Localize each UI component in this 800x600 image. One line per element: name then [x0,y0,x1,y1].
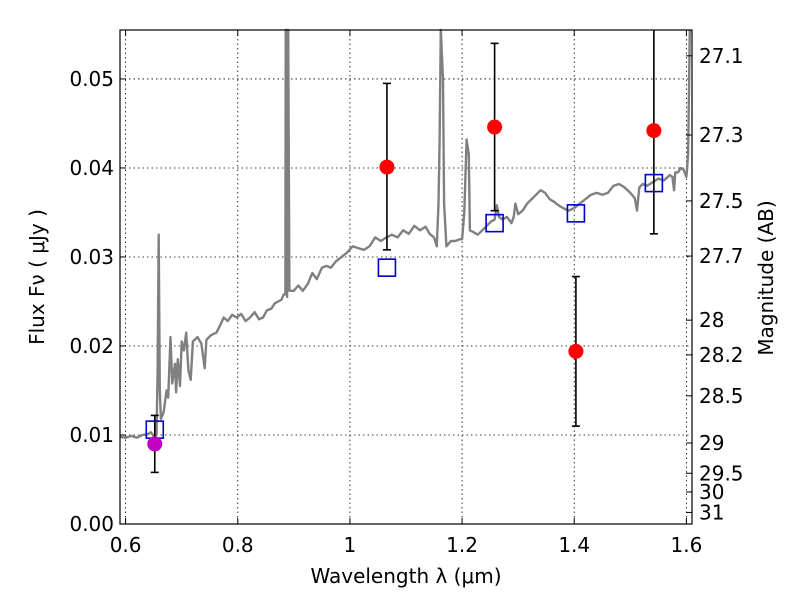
x-tick-label: 1 [344,533,357,557]
y-tick-label: 0.01 [69,423,114,447]
x-tick-label: 0.6 [110,533,142,557]
labels-layer: Wavelength λ (μm) Flux Fν ( μJy ) Magnit… [25,200,778,588]
y-tick-label: 0.05 [69,67,114,91]
right-tick-label: 29 [699,431,724,455]
plot-frame [119,29,693,525]
grid-layer [120,30,692,525]
sed-layer [119,28,691,439]
sed-spectrum-line [119,28,691,439]
model-square [377,258,397,277]
ticks-layer: 0.6 0.8 1 1.2 1.4 1.6 0.00 0.01 0.02 0.03 0.04 0.05… [69,30,744,557]
observed-point [646,123,662,139]
observed-point [487,119,503,135]
right-tick-label: 27.7 [699,244,744,268]
model-square [566,204,586,223]
right-tick-label: 27.5 [699,189,744,213]
right-tick-label: 31 [699,500,724,524]
x-axis-label: Wavelength λ (μm) [310,564,501,588]
right-tick-label: 27.3 [699,123,744,147]
right-tick-label: 29.5 [699,461,744,485]
x-tick-label: 1.6 [670,533,702,557]
right-tick-label: 30 [699,480,724,504]
observed-point [568,343,584,359]
y-tick-label: 0.03 [69,245,114,269]
model-square [644,173,664,193]
y-axis-label-left: Flux Fν ( μJy ) [25,209,49,345]
x-tick-label: 1.4 [558,533,590,557]
y-axis-label-right: Magnitude (AB) [754,200,778,355]
points-layer [145,30,664,474]
right-tick-label: 28.5 [699,384,744,408]
right-tick-label: 28 [699,308,724,332]
right-tick-label: 27.1 [699,44,744,68]
x-tick-label: 1.2 [446,533,478,557]
right-tick-label: 28.2 [699,343,744,367]
y-tick-label: 0.02 [69,334,114,358]
model-square [485,213,504,233]
y-tick-label: 0.00 [69,512,114,536]
x-tick-label: 0.8 [222,533,254,557]
observed-point [379,159,395,175]
y-tick-label: 0.04 [69,156,114,180]
observed-point [147,436,163,452]
